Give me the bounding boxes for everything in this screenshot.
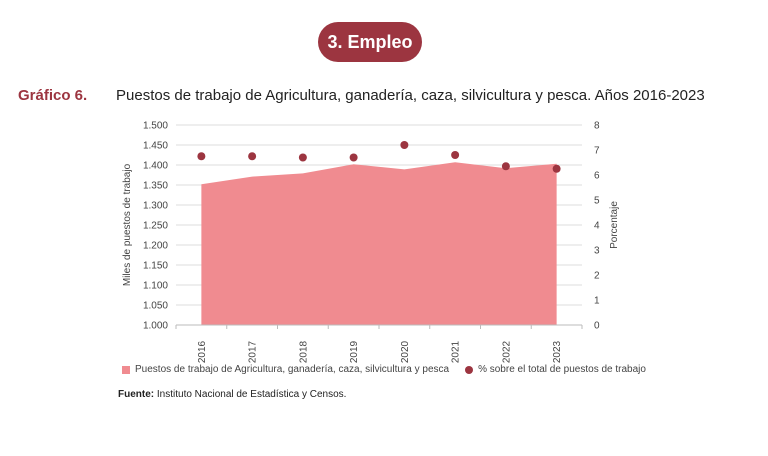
right-tick-label: 1 xyxy=(594,296,600,307)
source-label: Fuente: xyxy=(118,389,155,400)
left-tick-label: 1.300 xyxy=(143,201,168,212)
x-tick-label: 2020 xyxy=(400,340,411,363)
scatter-point xyxy=(248,152,257,161)
right-tick-label: 6 xyxy=(594,171,600,182)
section-badge: 3. Empleo xyxy=(318,22,422,62)
left-tick-label: 1.450 xyxy=(143,141,168,152)
left-tick-label: 1.050 xyxy=(143,301,168,312)
legend-swatch-area xyxy=(122,365,130,374)
figure-label: Gráfico 6. xyxy=(18,87,88,104)
scatter-point xyxy=(501,162,510,171)
left-axis-ticks: 1.000 1.050 1.100 1.150 1.200 1.250 1.300 1.350… xyxy=(143,121,168,332)
left-tick-label: 1.250 xyxy=(143,221,168,232)
source-note: Fuente: Instituto Nacional de Estadístic… xyxy=(118,389,346,400)
x-axis-ticks: 2016 2017 2018 2019 2020 2021 2022 2023 xyxy=(175,324,583,363)
scatter-point xyxy=(197,152,206,161)
left-tick-label: 1.100 xyxy=(143,281,168,292)
scatter-point xyxy=(400,141,409,149)
right-tick-label: 3 xyxy=(594,246,600,257)
area-series-employment xyxy=(201,162,557,325)
left-tick-label: 1.200 xyxy=(143,241,168,252)
right-tick-label: 7 xyxy=(594,146,600,157)
x-tick-label: 2021 xyxy=(451,340,462,363)
right-tick-label: 5 xyxy=(594,196,600,207)
source-text: Instituto Nacional de Estadística y Cens… xyxy=(154,389,347,400)
scatter-series-percentage xyxy=(197,141,561,173)
right-tick-label: 2 xyxy=(594,271,600,282)
legend: Puestos de trabajo de Agricultura, ganad… xyxy=(122,364,646,375)
right-tick-label: 8 xyxy=(594,121,600,132)
x-tick-label: 2017 xyxy=(248,340,259,363)
left-tick-label: 1.350 xyxy=(143,181,168,192)
legend-label-area: Puestos de trabajo de Agricultura, ganad… xyxy=(135,364,450,375)
x-tick-label: 2016 xyxy=(197,340,208,363)
x-tick-label: 2023 xyxy=(552,340,563,363)
scatter-point xyxy=(349,153,358,162)
x-tick-label: 2022 xyxy=(501,340,512,363)
left-tick-label: 1.500 xyxy=(143,121,168,132)
scatter-point xyxy=(451,151,460,159)
right-tick-label: 0 xyxy=(594,321,600,332)
left-tick-label: 1.150 xyxy=(143,261,168,272)
legend-label-dot: % sobre el total de puestos de trabajo xyxy=(478,364,646,375)
left-axis-label: Miles de puestos de trabajo xyxy=(122,163,133,286)
right-axis-ticks: 0 1 2 3 4 5 6 7 8 xyxy=(594,121,600,332)
left-tick-label: 1.000 xyxy=(143,321,168,332)
left-tick-label: 1.400 xyxy=(143,161,168,172)
legend-swatch-dot xyxy=(465,365,474,374)
right-axis-label: Porcentaje xyxy=(609,201,620,249)
right-tick-label: 4 xyxy=(594,221,600,232)
x-tick-label: 2019 xyxy=(349,340,360,363)
figure-title: Puestos de trabajo de Agricultura, ganad… xyxy=(116,87,705,104)
x-tick-label: 2018 xyxy=(298,340,309,363)
scatter-point xyxy=(298,153,307,162)
scatter-point xyxy=(552,164,561,173)
